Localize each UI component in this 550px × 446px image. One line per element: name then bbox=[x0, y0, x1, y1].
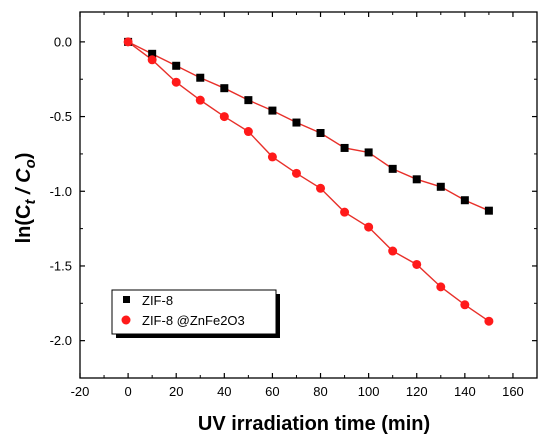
data-point-zif8 bbox=[268, 106, 277, 115]
data-point-zif8 bbox=[292, 118, 301, 127]
data-point-zif8-znfe2o3 bbox=[147, 55, 157, 65]
data-point-zif8-znfe2o3 bbox=[219, 112, 229, 122]
data-point-zif8 bbox=[388, 164, 397, 173]
data-point-zif8-znfe2o3 bbox=[123, 37, 133, 47]
y-axis-title-prefix: ln(C bbox=[13, 205, 35, 244]
y-axis-title-mid: / C bbox=[13, 168, 35, 200]
svg-text:ln(Ct / Co): ln(Ct / Co) bbox=[13, 153, 39, 244]
data-point-zif8-znfe2o3 bbox=[243, 127, 253, 137]
data-point-zif8-znfe2o3 bbox=[364, 222, 374, 232]
legend-label-zif8: ZIF-8 bbox=[142, 293, 173, 308]
x-tick-label: 120 bbox=[406, 384, 428, 399]
data-point-zif8 bbox=[364, 148, 373, 157]
data-point-zif8-znfe2o3 bbox=[316, 183, 326, 193]
x-tick-label: 20 bbox=[169, 384, 183, 399]
data-point-zif8 bbox=[340, 143, 349, 152]
y-axis-title-sub-t: t bbox=[22, 199, 39, 205]
x-axis-ticks: -20 0 20 40 60 80 100 120 140 160 bbox=[71, 12, 524, 399]
data-point-zif8-znfe2o3 bbox=[195, 95, 205, 105]
data-point-zif8-znfe2o3 bbox=[340, 207, 350, 217]
x-tick-label: 140 bbox=[454, 384, 476, 399]
data-point-zif8-znfe2o3 bbox=[412, 259, 422, 269]
x-tick-label: 100 bbox=[358, 384, 380, 399]
series-line-1 bbox=[127, 41, 490, 322]
data-point-zif8 bbox=[196, 73, 205, 82]
data-point-zif8-znfe2o3 bbox=[267, 152, 277, 162]
x-tick-label: -20 bbox=[71, 384, 90, 399]
data-point-zif8-znfe2o3 bbox=[171, 77, 181, 87]
data-point-zif8 bbox=[220, 84, 229, 93]
legend: ZIF-8 ZIF-8 @ZnFe2O3 bbox=[111, 289, 280, 338]
fit-lines bbox=[127, 41, 490, 322]
data-point-zif8-znfe2o3 bbox=[291, 168, 301, 178]
x-tick-label: 0 bbox=[124, 384, 131, 399]
data-point-zif8 bbox=[484, 206, 493, 215]
y-tick-label: -1.0 bbox=[50, 184, 72, 199]
data-point-zif8 bbox=[172, 61, 181, 70]
legend-marker-zif8-znfe2o3 bbox=[121, 315, 131, 325]
y-tick-label: -0.5 bbox=[50, 109, 72, 124]
data-point-zif8 bbox=[148, 49, 157, 58]
legend-label-zif8-znfe2o3: ZIF-8 @ZnFe2O3 bbox=[142, 313, 245, 328]
plot-frame bbox=[79, 11, 538, 379]
x-tick-label: 60 bbox=[265, 384, 279, 399]
legend-box bbox=[111, 289, 277, 335]
y-axis-ticks: 0.0 -0.5 -1.0 -1.5 -2.0 bbox=[50, 34, 537, 379]
data-point-zif8 bbox=[412, 175, 421, 184]
x-tick-label: 40 bbox=[217, 384, 231, 399]
x-tick-label: 80 bbox=[313, 384, 327, 399]
y-axis-title-sub-o: o bbox=[22, 159, 39, 168]
data-point-zif8 bbox=[460, 196, 469, 205]
data-point-zif8-znfe2o3 bbox=[388, 246, 398, 256]
y-tick-label: 0.0 bbox=[54, 34, 72, 49]
legend-marker-zif8 bbox=[123, 296, 130, 303]
data-points bbox=[123, 37, 494, 326]
data-point-zif8 bbox=[436, 182, 445, 191]
series-line-0 bbox=[127, 41, 490, 212]
data-point-zif8 bbox=[244, 96, 253, 105]
data-point-zif8-znfe2o3 bbox=[484, 316, 494, 326]
data-point-zif8-znfe2o3 bbox=[460, 300, 470, 310]
y-axis-title-suffix: ) bbox=[13, 153, 35, 160]
axes bbox=[79, 11, 538, 379]
y-tick-label: -1.5 bbox=[50, 258, 72, 273]
data-point-zif8-znfe2o3 bbox=[436, 282, 446, 292]
y-axis-title: ln(Ct / Co) bbox=[13, 153, 39, 244]
x-axis-title: UV irradiation time (min) bbox=[198, 413, 430, 435]
y-tick-label: -2.0 bbox=[50, 333, 72, 348]
data-point-zif8 bbox=[316, 129, 325, 138]
x-tick-label: 160 bbox=[502, 384, 524, 399]
